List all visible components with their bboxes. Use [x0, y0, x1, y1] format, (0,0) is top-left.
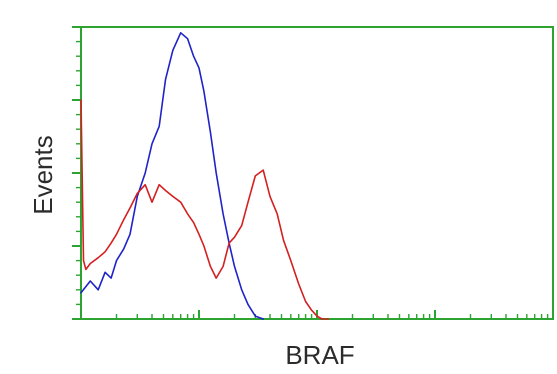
- y-axis-label: Events: [28, 135, 58, 215]
- plot-frame: [80, 26, 554, 320]
- series-line-1: [80, 31, 265, 320]
- series-group: [80, 31, 330, 320]
- x-axis-ticks: [80, 310, 554, 319]
- y-axis-ticks: [72, 26, 81, 320]
- x-axis-label: BRAF: [285, 340, 355, 370]
- series-line-2: [80, 99, 330, 320]
